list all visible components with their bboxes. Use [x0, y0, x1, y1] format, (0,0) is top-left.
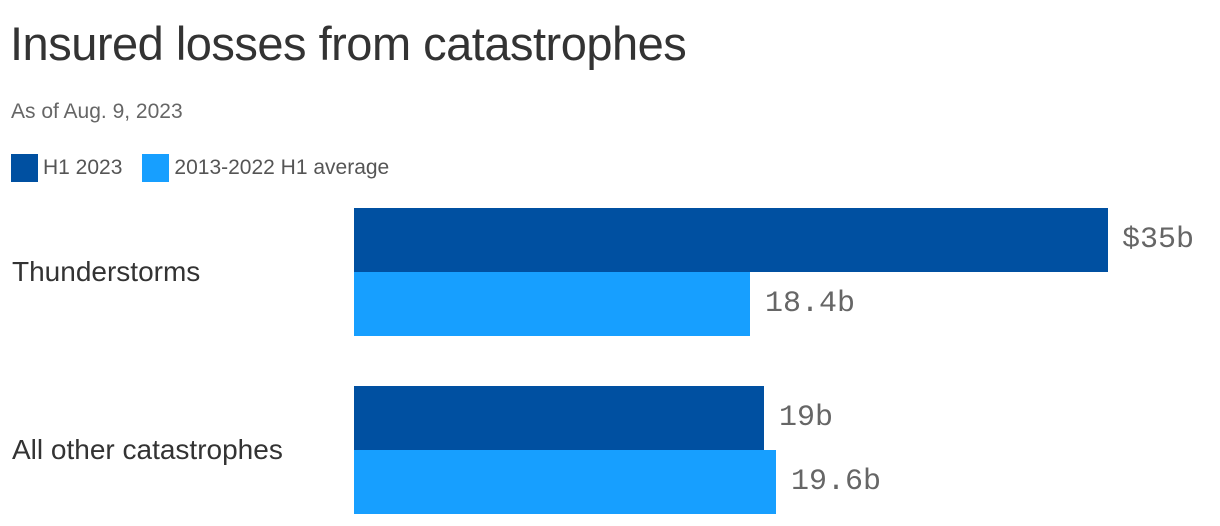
legend-item-average: 2013-2022 H1 average — [142, 154, 389, 182]
legend-swatch-h1-2023 — [11, 154, 38, 182]
bar-other-h1-2023 — [354, 386, 764, 450]
legend-label: 2013-2022 H1 average — [174, 156, 390, 179]
category-label-thunderstorms: Thunderstorms — [12, 256, 201, 287]
bar-thunderstorms-average — [354, 272, 750, 336]
value-label: 19b — [779, 401, 834, 435]
bar-thunderstorms-h1-2023 — [354, 208, 1108, 272]
legend-label: H1 2023 — [43, 156, 123, 179]
legend-swatch-average — [142, 154, 170, 182]
value-label: 19.6b — [791, 465, 882, 499]
legend-item-h1-2023: H1 2023 — [11, 154, 122, 182]
category-label-other: All other catastrophes — [12, 434, 283, 465]
value-label: 18.4b — [765, 287, 856, 321]
value-label: $35b — [1122, 223, 1195, 257]
bar-other-average — [354, 450, 776, 514]
chart-title: Insured losses from catastrophes — [10, 17, 687, 70]
legend: H1 2023 2013-2022 H1 average — [11, 154, 409, 182]
chart-subtitle: As of Aug. 9, 2023 — [11, 100, 183, 123]
